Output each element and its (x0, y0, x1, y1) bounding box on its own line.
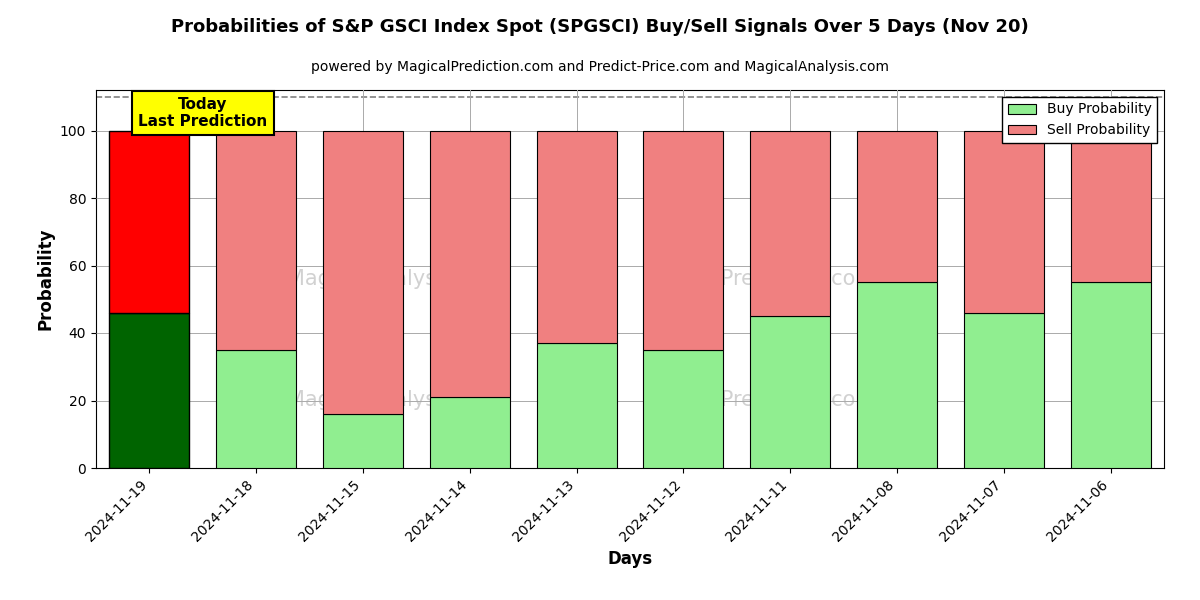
Bar (1070, 283, 1151, 468)
Bar (216, 130, 296, 350)
Bar (750, 316, 830, 468)
Legend: Buy Probability, Sell Probability: Buy Probability, Sell Probability (1002, 97, 1157, 143)
Bar (536, 343, 617, 468)
Bar (430, 130, 510, 397)
Bar (964, 130, 1044, 313)
Text: Probabilities of S&P GSCI Index Spot (SPGSCI) Buy/Sell Signals Over 5 Days (Nov : Probabilities of S&P GSCI Index Spot (SP… (172, 18, 1028, 36)
Text: MagicalPrediction.com: MagicalPrediction.com (641, 269, 876, 289)
Text: MagicalAnalysis.com: MagicalAnalysis.com (287, 390, 504, 410)
Bar (216, 350, 296, 468)
Bar (750, 130, 830, 316)
Text: MagicalPrediction.com: MagicalPrediction.com (641, 390, 876, 410)
Bar (430, 397, 510, 468)
Text: powered by MagicalPrediction.com and Predict-Price.com and MagicalAnalysis.com: powered by MagicalPrediction.com and Pre… (311, 60, 889, 74)
Bar (536, 130, 617, 343)
X-axis label: Days: Days (607, 550, 653, 568)
Bar (323, 130, 403, 414)
Bar (857, 130, 937, 283)
Bar (643, 130, 724, 350)
Bar (109, 313, 190, 468)
Text: Today
Last Prediction: Today Last Prediction (138, 97, 268, 129)
Bar (109, 130, 190, 313)
Bar (1070, 130, 1151, 283)
Bar (964, 313, 1044, 468)
Bar (323, 414, 403, 468)
Bar (857, 283, 937, 468)
Text: MagicalAnalysis.com: MagicalAnalysis.com (287, 269, 504, 289)
Y-axis label: Probability: Probability (36, 228, 54, 330)
Bar (643, 350, 724, 468)
